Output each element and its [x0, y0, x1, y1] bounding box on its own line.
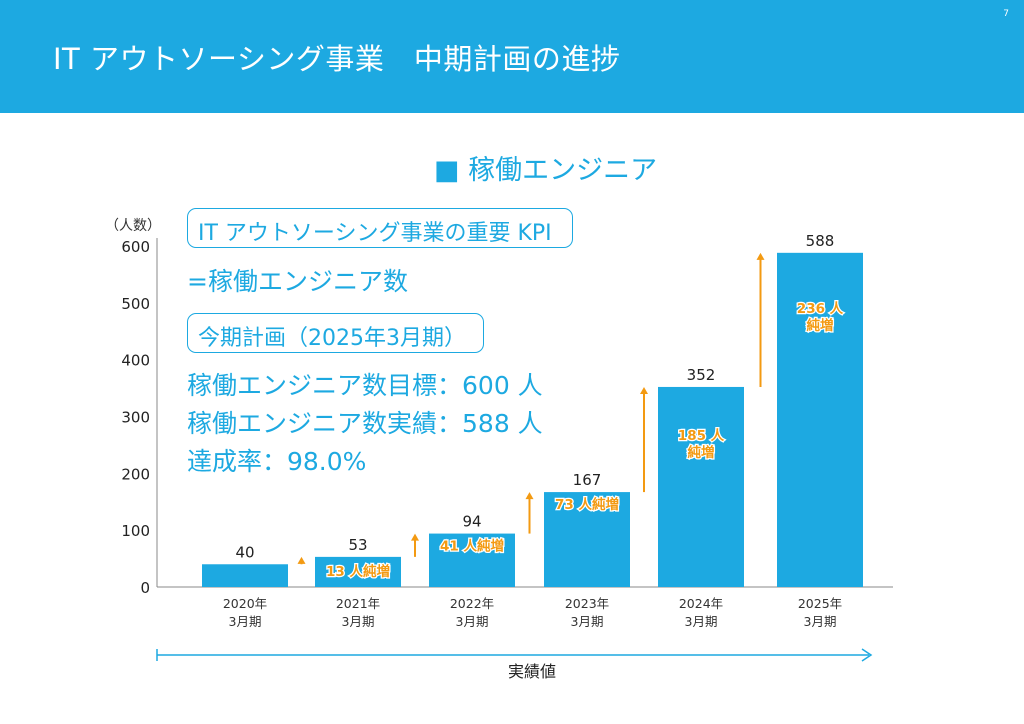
actuals-arrow-head	[861, 648, 873, 662]
x-tick-label: 3月期	[804, 614, 837, 629]
data-label: 94	[462, 513, 481, 531]
x-axis-label: 実績値	[508, 662, 556, 681]
kpi-target: 稼働エンジニア数目標：600 人	[187, 371, 543, 400]
y-tick-label: 600	[121, 238, 150, 256]
increase-label: 13 人純増	[326, 563, 390, 580]
x-tick-label: 2021年	[336, 596, 380, 611]
page-number: 7	[1003, 9, 1009, 19]
y-tick-label: 300	[121, 409, 150, 427]
x-tick-label: 3月期	[342, 614, 375, 629]
data-label: 167	[573, 471, 602, 489]
increase-label: 純増	[807, 317, 834, 334]
data-label: 352	[687, 366, 716, 384]
increase-label: 236 人	[797, 301, 844, 317]
kpi-actual: 稼働エンジニア数実績：588 人	[187, 409, 543, 438]
increase-label: 185 人	[678, 428, 725, 444]
increase-arrow	[756, 252, 765, 387]
increase-arrow	[297, 556, 306, 565]
bar	[658, 386, 744, 587]
header-bar: IT アウトソーシング事業 中期計画の進捗 7	[0, 0, 1024, 113]
y-tick-label: 200	[121, 465, 150, 483]
increase-label: 純増	[688, 444, 715, 461]
kpi-definition: =稼働エンジニア数	[187, 267, 408, 296]
kpi-box-plan: 今期計画（2025年3月期）	[187, 313, 484, 353]
increase-label: 41 人純増	[440, 538, 504, 555]
x-tick-label: 2025年	[798, 596, 842, 611]
increase-arrow	[411, 533, 419, 557]
section-title: ■ 稼働エンジニア	[434, 155, 658, 186]
kpi-achievement-rate: 達成率：98.0%	[187, 447, 367, 476]
data-label: 40	[235, 543, 254, 561]
bar	[777, 252, 863, 587]
y-axis-label: （人数）	[105, 218, 161, 234]
increase-arrow	[525, 492, 534, 534]
data-label: 588	[806, 232, 835, 250]
x-tick-label: 2023年	[565, 596, 609, 611]
x-tick-label: 3月期	[571, 614, 604, 629]
y-tick-label: 0	[140, 579, 150, 597]
y-tick-label: 100	[121, 522, 150, 540]
bar	[202, 564, 288, 587]
increase-arrow	[640, 386, 648, 493]
bar	[429, 533, 515, 587]
x-tick-label: 3月期	[685, 614, 718, 629]
page-title: IT アウトソーシング事業 中期計画の進捗	[53, 42, 621, 76]
x-tick-label: 2024年	[679, 596, 723, 611]
kpi-box-important: IT アウトソーシング事業の重要 KPI	[187, 208, 573, 248]
y-tick-label: 500	[121, 295, 150, 313]
bar	[544, 492, 630, 587]
x-tick-label: 2020年	[223, 596, 267, 611]
increase-label: 73 人純増	[555, 496, 619, 513]
x-tick-label: 3月期	[456, 614, 489, 629]
y-tick-label: 400	[121, 352, 150, 370]
bar	[315, 556, 401, 587]
data-label: 53	[348, 536, 367, 554]
x-tick-label: 2022年	[450, 596, 494, 611]
x-tick-label: 3月期	[229, 614, 262, 629]
